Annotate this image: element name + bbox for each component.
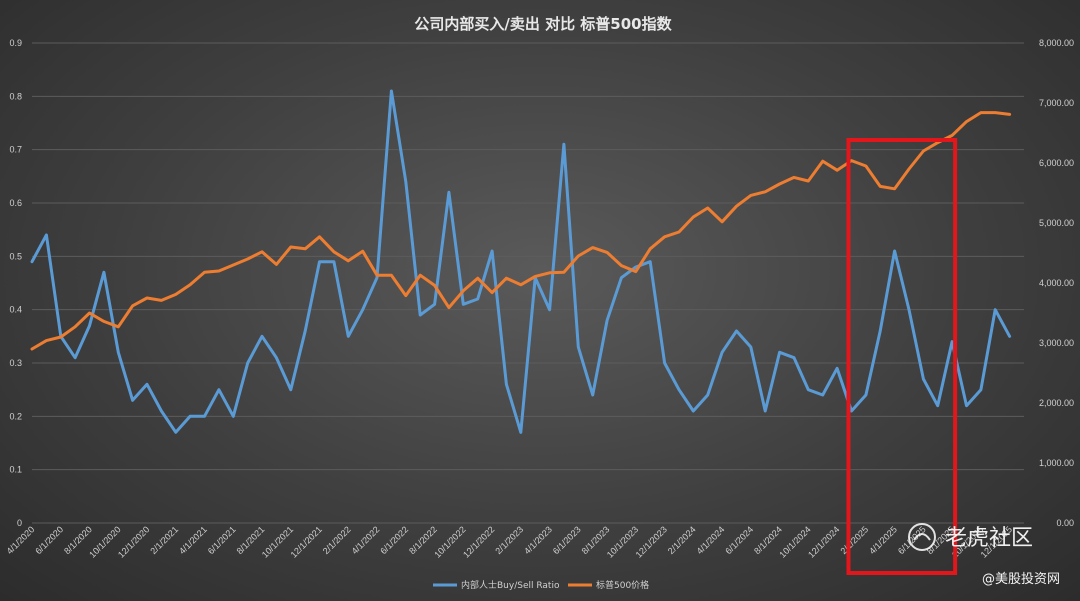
series-line-sp500 xyxy=(30,111,1012,351)
watermark-brand: 老虎社区 xyxy=(945,526,1033,551)
x-tick-label: 4/1/2023 xyxy=(522,524,554,556)
x-tick-label: 4/1/2024 xyxy=(695,524,727,556)
left-tick-label: 0.4 xyxy=(9,305,22,315)
right-tick-label: 8,000.00 xyxy=(1039,38,1074,48)
right-tick-label: 0.00 xyxy=(1056,518,1074,528)
x-tick-label: 2/1/2024 xyxy=(666,524,698,556)
left-tick-label: 0.5 xyxy=(9,251,22,261)
tiger-logo-mark xyxy=(913,533,931,541)
x-tick-label: 12/1/2024 xyxy=(806,524,841,559)
x-tick-label: 6/1/2022 xyxy=(378,524,410,556)
x-tick-label: 4/1/2022 xyxy=(350,524,382,556)
left-tick-label: 0.3 xyxy=(9,358,22,368)
left-tick-label: 0.9 xyxy=(9,38,22,48)
right-tick-label: 1,000.00 xyxy=(1039,458,1074,468)
right-tick-label: 5,000.00 xyxy=(1039,218,1074,228)
x-tick-label: 2/1/2021 xyxy=(148,524,180,556)
watermark-handle: @美股投资网 xyxy=(982,571,1060,587)
series-layer xyxy=(30,89,1012,434)
x-tick-label: 4/1/2020 xyxy=(5,524,37,556)
x-tick-label: 6/1/2024 xyxy=(723,524,755,556)
x-tick-label: 4/1/2025 xyxy=(867,524,899,556)
x-axis: 4/1/20206/1/20208/1/202010/1/202012/1/20… xyxy=(5,524,1014,559)
x-tick-label: 2/1/2025 xyxy=(838,524,870,556)
x-tick-label: 6/1/2021 xyxy=(206,524,238,556)
right-tick-label: 4,000.00 xyxy=(1039,278,1074,288)
legend: 内部人士Buy/Sell Ratio 标普500价格 xyxy=(433,579,649,591)
left-tick-label: 0.1 xyxy=(9,465,22,475)
x-tick-label: 2/1/2023 xyxy=(493,524,525,556)
x-tick-label: 6/1/2023 xyxy=(551,524,583,556)
left-tick-label: 0.7 xyxy=(9,145,22,155)
gridlines xyxy=(32,42,1024,524)
x-tick-label: 12/1/2020 xyxy=(116,524,151,559)
right-tick-label: 2,000.00 xyxy=(1039,398,1074,408)
right-tick-label: 6,000.00 xyxy=(1039,158,1074,168)
x-tick-label: 6/1/2020 xyxy=(33,524,65,556)
legend-label-sp500: 标普500价格 xyxy=(596,579,649,591)
chart-title: 公司内部买入/卖出 对比 标普500指数 xyxy=(414,15,672,33)
left-tick-label: 0.2 xyxy=(9,411,22,421)
x-tick-label: 12/1/2022 xyxy=(461,524,496,559)
highlight-layer xyxy=(846,138,958,575)
x-tick-label: 4/1/2021 xyxy=(177,524,209,556)
right-tick-label: 3,000.00 xyxy=(1039,338,1074,348)
x-tick-label: 2/1/2022 xyxy=(321,524,353,556)
x-tick-label: 12/1/2021 xyxy=(289,524,324,559)
legend-label-insider-ratio: 内部人士Buy/Sell Ratio xyxy=(461,579,560,591)
tiger-logo-icon xyxy=(908,523,936,551)
series-line-insider-ratio xyxy=(30,89,1012,434)
right-tick-label: 7,000.00 xyxy=(1039,98,1074,108)
left-tick-label: 0.6 xyxy=(9,198,22,208)
highlight-box xyxy=(846,138,958,575)
x-tick-label: 12/1/2023 xyxy=(634,524,669,559)
left-tick-label: 0.8 xyxy=(9,91,22,101)
left-y-axis: 0 0.1 0.2 0.3 0.4 0.5 0.6 0.7 0.8 0.9 xyxy=(9,38,22,528)
left-tick-label: 0 xyxy=(17,518,22,528)
watermark: 老虎社区 @美股投资网 xyxy=(908,523,1060,587)
right-y-axis: 0.00 1,000.00 2,000.00 3,000.00 4,000.00 5,00… xyxy=(1039,38,1074,528)
